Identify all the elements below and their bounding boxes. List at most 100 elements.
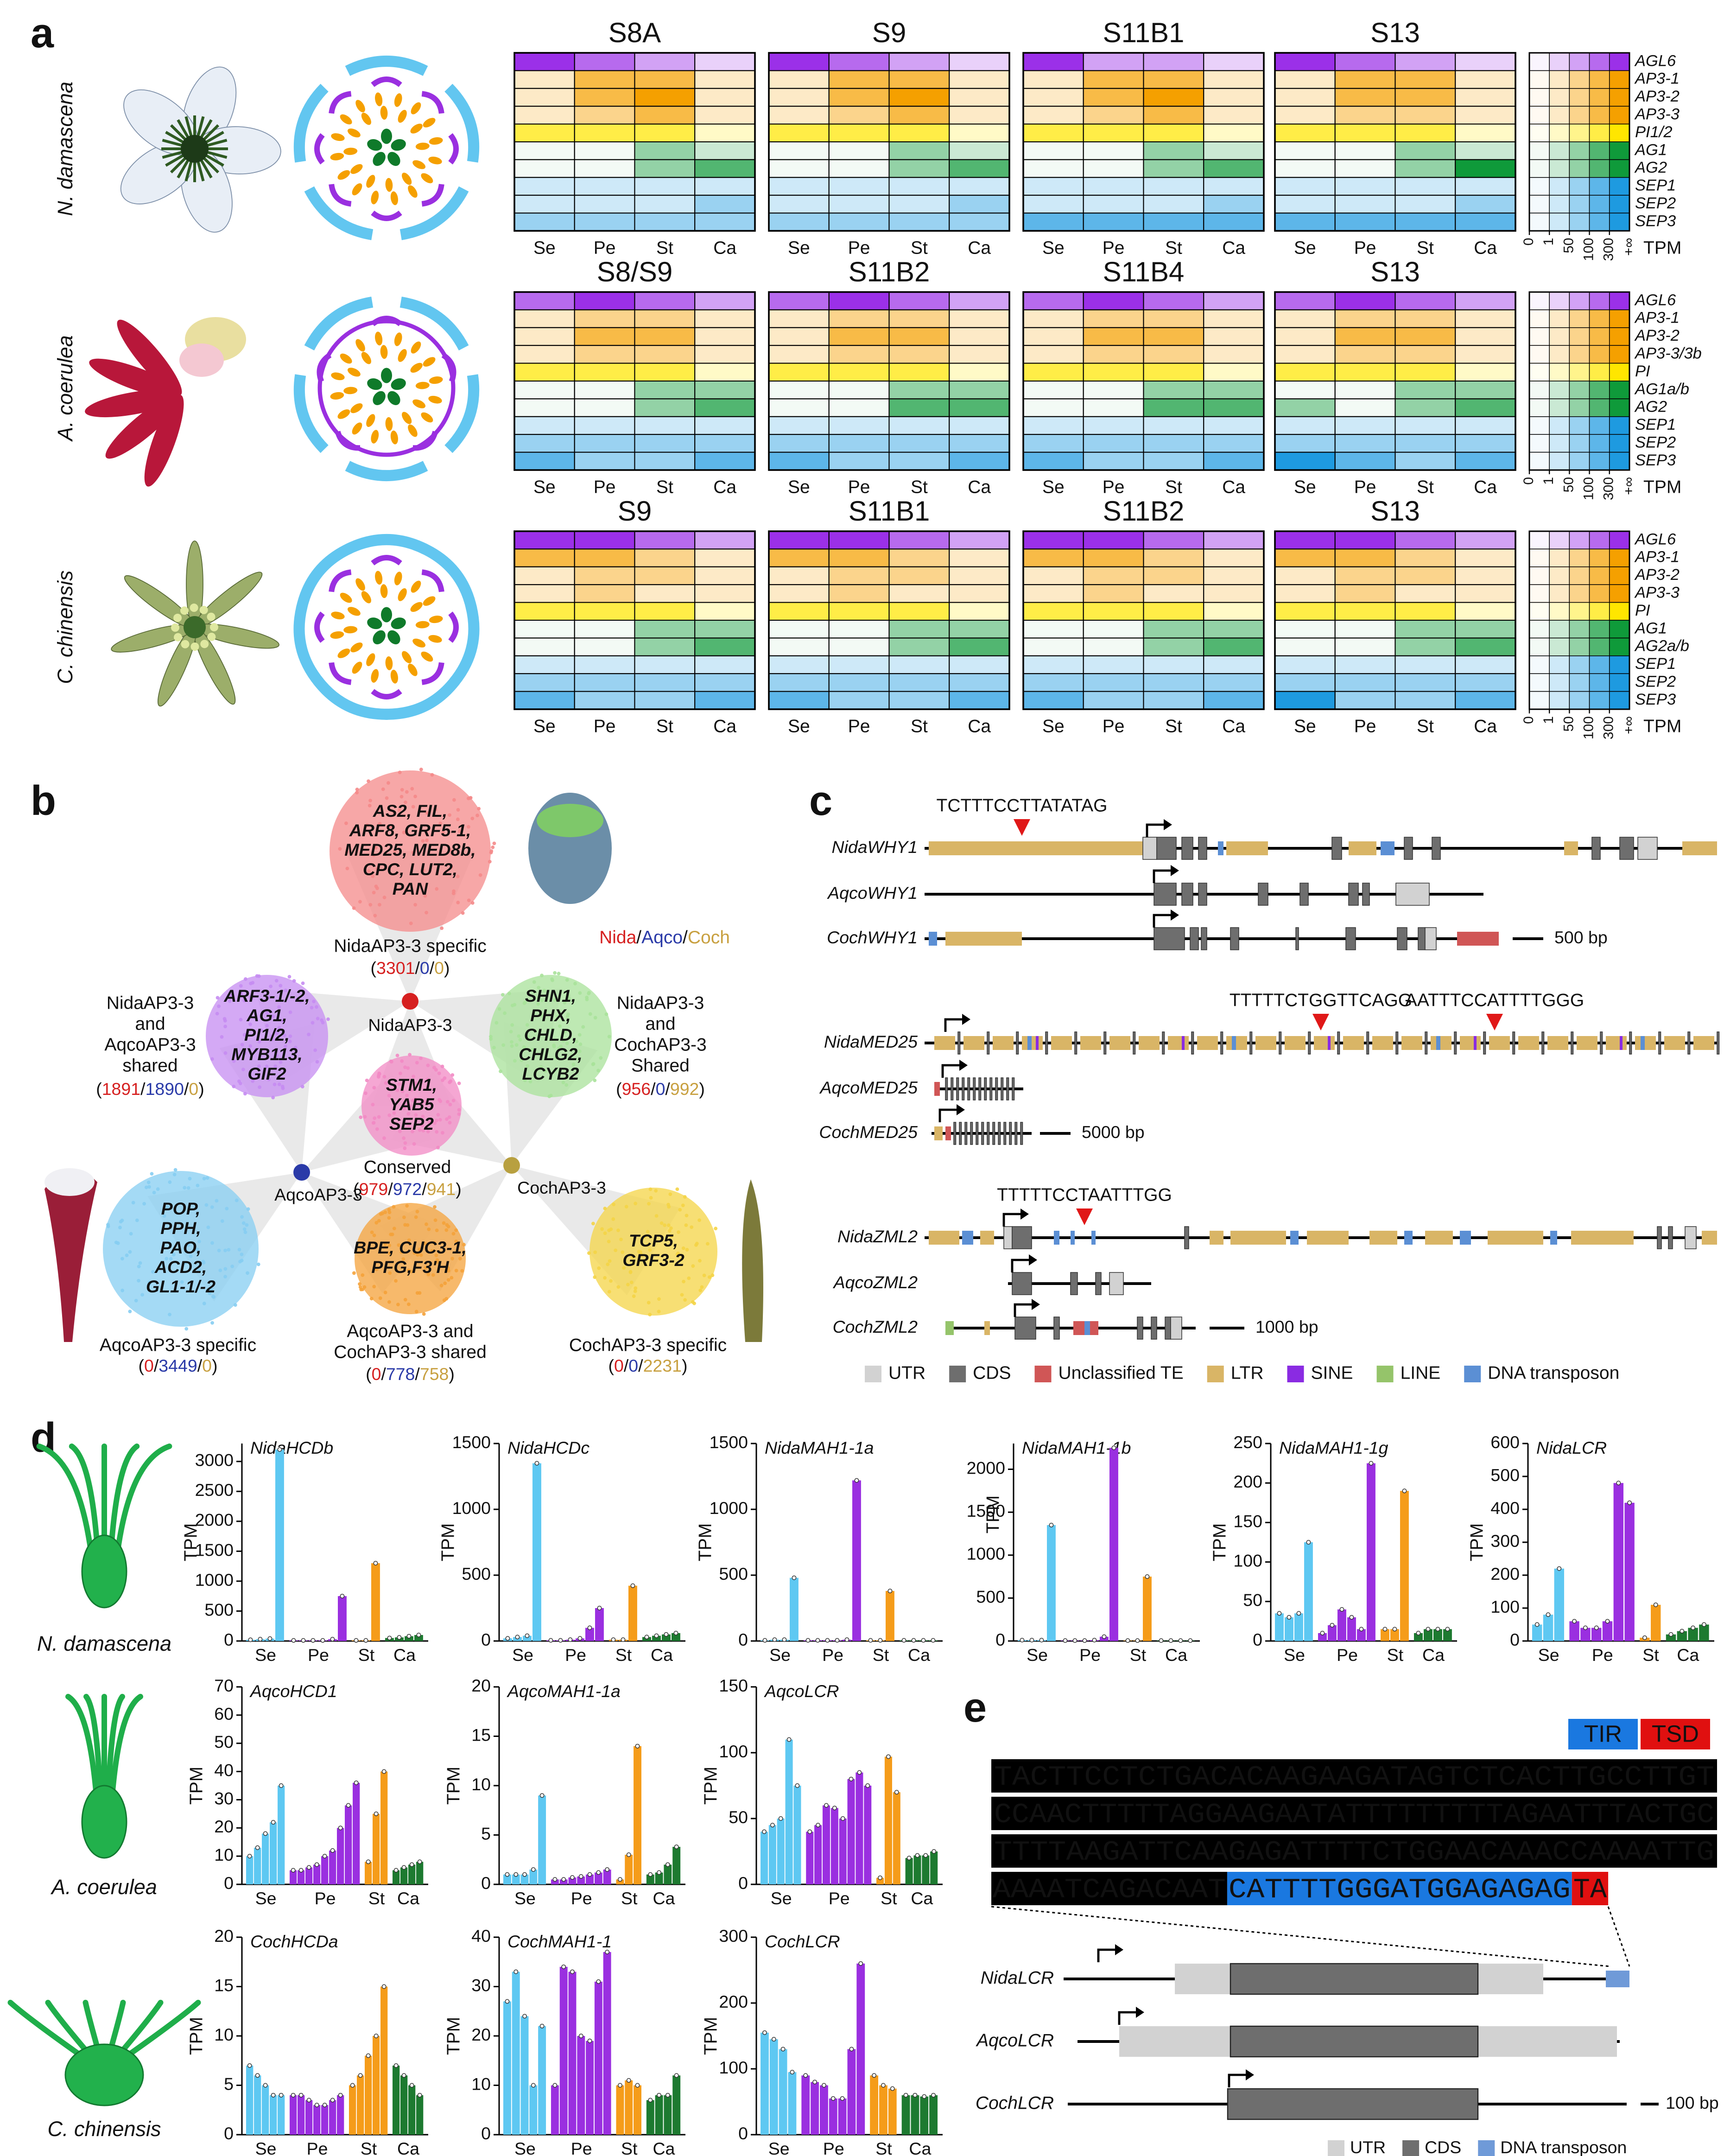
gene-name: SEP1 [1635, 655, 1676, 673]
cluster-counts: (0/0/2231) [608, 1356, 688, 1375]
y-tick-label: 40 [214, 1760, 234, 1780]
cluster-dot [223, 1248, 227, 1253]
cluster-dot [413, 1081, 417, 1085]
replicate-dot [525, 1633, 530, 1638]
replicate-dot [868, 1638, 873, 1643]
count-value: 972 [393, 1179, 422, 1199]
heatmap-cell [828, 584, 890, 603]
heatmap-cell [694, 212, 756, 232]
chart-title: AqcoLCR [764, 1681, 839, 1701]
gene-feature [1328, 1036, 1331, 1050]
x-tick-label: Ca [1677, 1645, 1699, 1665]
gene-name: AG1 [1634, 619, 1667, 637]
heatmap-cell [888, 566, 950, 585]
cluster-dot [241, 1221, 246, 1225]
heatmap-cell [1274, 673, 1336, 692]
legend-cell [1589, 584, 1610, 603]
heatmap-cell [1334, 177, 1396, 196]
legend-cell [1589, 673, 1610, 692]
gene-feature [1181, 837, 1193, 860]
gene-feature [993, 1036, 1014, 1050]
cluster-dot [239, 1018, 243, 1022]
heatmap-cell [888, 88, 950, 107]
cluster-dot [116, 1241, 120, 1245]
cluster-dot [392, 1111, 396, 1115]
cluster-dot [628, 1270, 633, 1274]
heatmap-cell [1394, 123, 1456, 143]
legend-unit: TPM [1643, 716, 1681, 736]
cluster-dot [279, 1060, 283, 1064]
cluster-dot [544, 1009, 548, 1013]
cluster-dot [279, 984, 283, 988]
cluster-dot [607, 1228, 611, 1232]
cluster-counts: (956/0/992) [616, 1079, 705, 1099]
stamen [394, 572, 402, 585]
heatmap-cell [1394, 291, 1456, 311]
replicate-dot [921, 1638, 926, 1643]
gene-feature [1307, 1231, 1349, 1245]
replicate-dot [1546, 1612, 1551, 1617]
petal [371, 316, 402, 326]
legend-label: LTR [1231, 1363, 1264, 1383]
gene-feature [1230, 927, 1239, 950]
gene-feature [1657, 1226, 1662, 1249]
y-tick-label: 150 [719, 1676, 748, 1695]
cluster-dot [403, 1297, 407, 1302]
replicate-dot [306, 1865, 311, 1870]
cluster-dot [687, 1276, 691, 1280]
stamen [330, 392, 344, 400]
bar [829, 2098, 837, 2135]
gene-feature [1547, 1036, 1568, 1050]
replicate-dot [857, 1770, 862, 1775]
species-name: A. coerulea [50, 1875, 157, 1899]
cluster-genes: MED25, MED8b, [344, 840, 475, 859]
heatmap-cell [513, 584, 575, 603]
y-tick-label: 600 [1490, 1432, 1520, 1452]
cluster-dot [607, 1290, 611, 1294]
cluster-dot [406, 1268, 411, 1272]
gene-name: NidaLCR [981, 1968, 1054, 1988]
heatmap-cell [574, 141, 635, 160]
y-tick-label: 100 [719, 2058, 748, 2077]
cluster-dot [147, 1282, 152, 1285]
legend-frame [1528, 291, 1630, 471]
x-tick-label: Pe [307, 2139, 328, 2156]
legend-cell [1529, 548, 1550, 567]
bar [1400, 1491, 1409, 1641]
heatmap-cell [1022, 380, 1084, 400]
heatmap-cell [574, 177, 635, 196]
replicate-dot [825, 1638, 830, 1643]
legend-tick-label: 300 [1601, 477, 1616, 500]
bar [512, 1972, 520, 2135]
y-tick-label: 1500 [710, 1432, 748, 1452]
cluster-dot [208, 1291, 212, 1295]
heatmap-cell [888, 123, 950, 143]
stamen [210, 623, 218, 632]
cluster-dot [575, 1040, 579, 1043]
carpel [391, 617, 406, 630]
heatmap-cell [949, 452, 1010, 471]
cluster-dot [561, 1081, 565, 1085]
legend-label: TSD [1652, 1720, 1699, 1747]
bar [806, 1832, 814, 1885]
gene-feature [1226, 1036, 1247, 1050]
sepal [345, 56, 428, 76]
cluster-dot [438, 1118, 442, 1122]
replicate-dot [674, 2073, 679, 2078]
cluster-dot [215, 1199, 219, 1203]
x-tick-label: Se [768, 2139, 790, 2156]
heatmap-cell [1203, 452, 1265, 471]
cluster-dot [239, 992, 243, 997]
legend-cell [1529, 363, 1550, 382]
flower-center [181, 135, 209, 163]
heatmap-cell [828, 141, 890, 160]
y-tick-label: 100 [1233, 1551, 1262, 1571]
cluster-dot [457, 829, 462, 833]
legend-cell [1549, 691, 1570, 710]
cluster-dot [578, 1042, 583, 1046]
legend-cell [1549, 620, 1570, 639]
cluster-dot [384, 1081, 388, 1085]
y-tick-label: 50 [214, 1732, 234, 1752]
cluster-dot [448, 1102, 452, 1107]
cluster-dot [509, 1030, 513, 1034]
